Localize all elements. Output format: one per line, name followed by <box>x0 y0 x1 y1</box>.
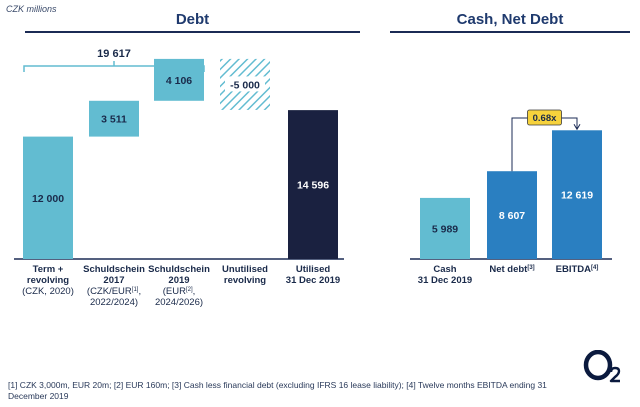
axis-label-term-0: Term + <box>33 264 64 275</box>
axis-label-schuld2019-1: 2019 <box>168 275 189 286</box>
axis-label-ebitda-0: EBITDA[4] <box>556 264 599 275</box>
axis-label-cash-0: Cash <box>433 264 456 275</box>
axis-label-unutilised-0: Unutilised <box>222 264 268 275</box>
total-bracket-label: 19 617 <box>97 48 131 60</box>
axis-label-schuld2017-1: 2017 <box>103 275 124 286</box>
axis-sublabel-schuld2017-0: (CZK/EUR[1], <box>87 286 141 297</box>
value-label-netdebt: 8 607 <box>499 210 525 222</box>
bar-ebitda <box>552 130 602 259</box>
ratio-label: 0.68x <box>533 113 557 124</box>
axis-sublabel-term-0: (CZK, 2020) <box>22 286 74 297</box>
value-label-schuld2017: 3 511 <box>101 114 127 126</box>
value-label-utilised: 14 596 <box>297 180 329 192</box>
axis-label-term-1: revolving <box>27 275 69 286</box>
axis-label-utilised-0: Utilised <box>296 264 331 275</box>
bar-netdebt <box>487 171 537 259</box>
value-bg-unutilised <box>225 76 265 92</box>
debt-section-rule <box>25 31 360 33</box>
debt-section-title: Debt <box>175 11 210 28</box>
bar-utilised <box>288 110 338 260</box>
value-label-schuld2019: 4 106 <box>166 75 192 87</box>
footnote: [1] CZK 3,000m, EUR 20m; [2] EUR 160m; [… <box>8 380 547 401</box>
axis-label-schuld2017-0: Schuldschein <box>83 264 145 275</box>
bar-cash <box>420 197 470 259</box>
value-label-cash: 5 989 <box>432 223 458 235</box>
axis-sublabel-schuld2017-1: 2022/2024) <box>90 297 138 308</box>
ratio-arrowhead <box>573 124 581 131</box>
axis-label-unutilised-1: revolving <box>224 275 266 286</box>
value-label-unutilised: -5 000 <box>230 79 260 91</box>
value-label-term: 12 000 <box>32 193 64 205</box>
ratio-box <box>527 109 562 126</box>
cash-section-rule <box>390 31 630 33</box>
axis-label-schuld2019-0: Schuldschein <box>148 264 210 275</box>
unit-label: CZK millions <box>6 4 57 14</box>
bar-schuld2017 <box>89 100 139 137</box>
value-label-ebitda: 12 619 <box>561 190 593 202</box>
o2-logo: O2 <box>583 350 621 383</box>
axis-sublabel-schuld2019-0: (EUR[2], <box>163 286 196 297</box>
cash-section-title: Cash, Net Debt <box>456 11 564 28</box>
axis-label-netdebt-0: Net debt[3] <box>489 264 534 275</box>
bar-term <box>23 136 73 259</box>
axis-sublabel-schuld2019-1: 2024/2026) <box>155 297 203 308</box>
axis-label-utilised-1: 31 Dec 2019 <box>286 275 340 286</box>
axis-label-cash-1: 31 Dec 2019 <box>418 275 472 286</box>
